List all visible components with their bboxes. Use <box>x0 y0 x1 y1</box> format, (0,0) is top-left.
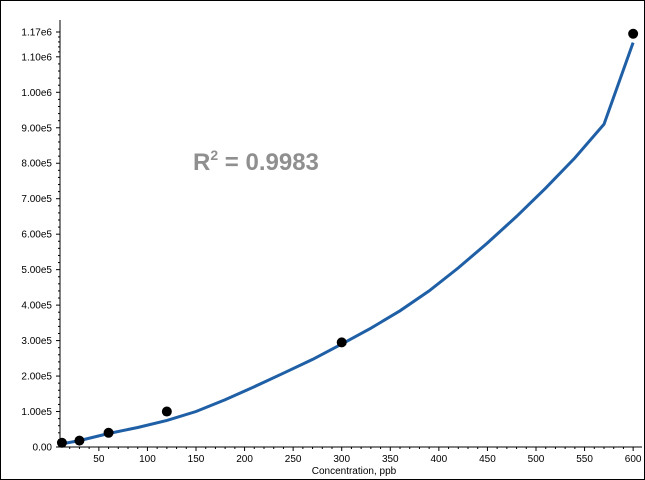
x-tick-label: 200 <box>236 454 253 465</box>
data-point <box>103 427 114 438</box>
y-tick-label: 8.00e5 <box>21 159 52 170</box>
r-squared-superscript: 2 <box>210 147 218 163</box>
x-tick-label: 450 <box>479 454 496 465</box>
x-ticks: 50 100 150 200 250 300 350 400 450 500 550 600 <box>69 447 642 465</box>
data-point <box>74 435 85 446</box>
data-point <box>628 28 639 39</box>
y-tick-label: 0.00 <box>33 443 53 454</box>
x-axis-title: Concentration, ppb <box>312 466 397 477</box>
y-tick-label: 1.00e6 <box>21 88 52 99</box>
y-tick-label: 1.17e6 <box>21 28 52 39</box>
y-tick-label: 2.00e5 <box>21 372 52 383</box>
r-squared-symbol: R <box>193 149 210 176</box>
y-tick-label: 6.00e5 <box>21 230 52 241</box>
y-tick-label: 1.00e5 <box>21 407 52 418</box>
data-point <box>161 406 172 417</box>
y-ticks: 0.00 1.00e5 2.00e5 3.00e5 4.00e5 5.00e5 6.00e5… <box>21 28 60 454</box>
x-tick-label: 550 <box>576 454 593 465</box>
y-tick-label: 7.00e5 <box>21 194 52 205</box>
data-points <box>56 28 639 448</box>
x-tick-label: 300 <box>333 454 350 465</box>
data-point <box>336 337 347 348</box>
data-point <box>56 437 67 448</box>
fit-curve <box>59 42 635 446</box>
x-tick-label: 250 <box>285 454 302 465</box>
y-tick-label: 3.00e5 <box>21 336 52 347</box>
y-tick-label: 1.10e6 <box>21 52 52 63</box>
x-tick-label: 600 <box>625 454 642 465</box>
x-tick-label: 150 <box>188 454 205 465</box>
r-squared-value: = 0.9983 <box>218 149 319 176</box>
y-tick-label: 9.00e5 <box>21 123 52 134</box>
x-tick-label: 400 <box>431 454 448 465</box>
x-tick-label: 100 <box>139 454 156 465</box>
r-squared-annotation: R2 = 0.9983 <box>193 147 319 176</box>
x-tick-label: 50 <box>93 454 105 465</box>
axes <box>59 20 642 448</box>
y-tick-label: 4.00e5 <box>21 301 52 312</box>
y-tick-label: 5.00e5 <box>21 265 52 276</box>
x-tick-label: 500 <box>528 454 545 465</box>
x-tick-label: 350 <box>382 454 399 465</box>
